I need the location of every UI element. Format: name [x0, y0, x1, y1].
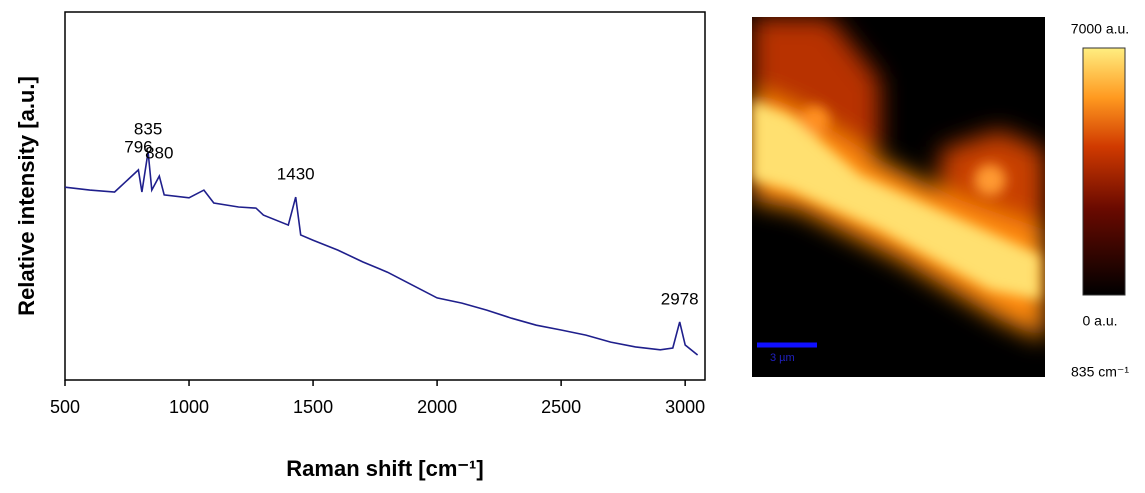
peak-label: 2978 [661, 289, 699, 308]
colorbar-tick-label: 0 a.u. [1082, 313, 1117, 329]
plot-frame [64, 11, 706, 381]
colorbar-tick-label: 7000 a.u. [1071, 21, 1129, 37]
x-tick-label: 2000 [417, 397, 457, 417]
peak-label: 1430 [277, 165, 315, 184]
peak-label: 796 [124, 137, 152, 156]
raman-map [752, 17, 1045, 377]
peak-label: 880 [145, 144, 173, 163]
x-tick-label: 1500 [293, 397, 333, 417]
colorbar-label: 835 cm⁻¹ [1071, 364, 1129, 380]
scale-bar-label: 3 µm [770, 352, 795, 364]
x-tick-label: 3000 [665, 397, 705, 417]
peak-label: 835 [134, 119, 162, 138]
y-axis-label: Relative intensity [a.u.] [14, 76, 39, 316]
x-axis-label: Raman shift [cm⁻¹] [286, 456, 483, 481]
spectrum-line [64, 151, 699, 356]
colorbar [1082, 47, 1126, 296]
x-tick-label: 500 [50, 397, 80, 417]
x-tick-label: 1000 [169, 397, 209, 417]
x-tick-label: 2500 [541, 397, 581, 417]
